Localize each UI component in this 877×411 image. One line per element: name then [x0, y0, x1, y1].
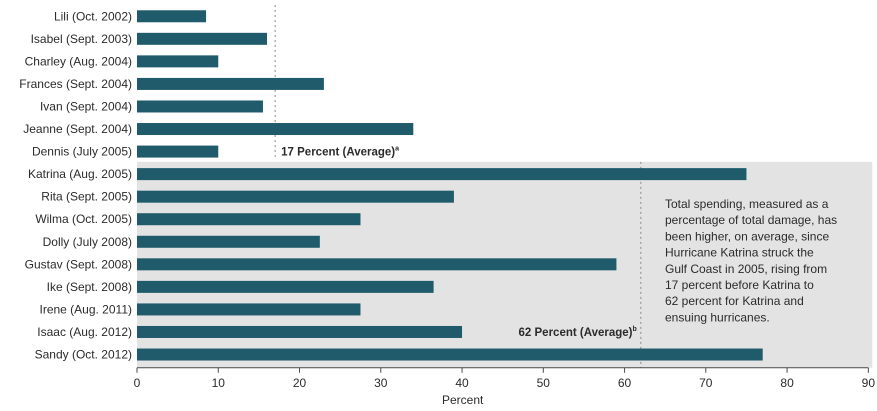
average-label-pre-katrina: 17 Percent (Average)a	[281, 146, 399, 159]
bar	[137, 168, 747, 181]
average-label-text: 17 Percent (Average)	[281, 147, 395, 159]
annotation-note: Total spending, measured as a percentage …	[665, 197, 837, 324]
bars	[137, 10, 763, 361]
annotation-line: percentage of total damage, has	[665, 213, 837, 227]
category-label: Katrina (Aug. 2005)	[28, 167, 132, 181]
x-tick-label: 80	[780, 376, 794, 390]
category-label: Gustav (Sept. 2008)	[25, 257, 132, 271]
bar	[137, 123, 414, 136]
annotation-line: Hurricane Katrina struck the	[665, 246, 814, 260]
category-label: Isabel (Sept. 2003)	[31, 32, 132, 46]
annotation-line: been higher, on average, since	[665, 229, 829, 243]
average-label-post-katrina: 62 Percent (Average)b	[519, 326, 637, 339]
category-label: Ike (Sept. 2008)	[47, 280, 132, 294]
bar	[137, 348, 763, 361]
bar	[137, 10, 207, 23]
category-label: Dennis (July 2005)	[32, 145, 132, 159]
x-axis-title: Percent	[442, 393, 484, 407]
category-label: Charley (Aug. 2004)	[25, 54, 132, 68]
x-tick-label: 70	[699, 376, 713, 390]
category-label: Frances (Sept. 2004)	[19, 77, 132, 91]
x-tick-label: 10	[212, 376, 226, 390]
average-label-footnote: a	[395, 146, 399, 153]
annotation-line: 17 percent before Katrina to	[665, 278, 814, 292]
category-label: Wilma (Oct. 2005)	[35, 212, 132, 226]
bar	[137, 77, 324, 90]
category-label: Lili (Oct. 2002)	[54, 9, 132, 23]
bar	[137, 32, 268, 45]
bar	[137, 325, 463, 338]
annotation-line: Total spending, measured as a	[665, 197, 829, 211]
bar	[137, 213, 361, 226]
x-tick-label: 30	[374, 376, 388, 390]
x-tick-label: 20	[293, 376, 307, 390]
bar	[137, 258, 617, 271]
bar	[137, 303, 361, 316]
x-axis-ticks: 0 10 20 30 40 50 60 70 80 90	[134, 367, 876, 390]
annotation-line: ensuing hurricanes.	[665, 310, 770, 324]
bar	[137, 280, 434, 293]
bar	[137, 100, 263, 113]
annotation-line: 62 percent for Katrina and	[665, 294, 804, 308]
x-tick-label: 0	[134, 376, 141, 390]
category-label: Jeanne (Sept. 2004)	[23, 122, 132, 136]
bar	[137, 145, 219, 158]
x-tick-label: 40	[455, 376, 469, 390]
x-tick-label: 50	[537, 376, 551, 390]
category-label: Dolly (July 2008)	[43, 235, 132, 249]
bar	[137, 235, 320, 248]
category-label: Rita (Sept. 2005)	[41, 190, 132, 204]
average-label-text: 62 Percent (Average)	[519, 327, 633, 339]
bar	[137, 190, 454, 203]
category-label: Sandy (Oct. 2012)	[35, 348, 132, 362]
category-labels: Lili (Oct. 2002) Isabel (Sept. 2003) Charl…	[19, 9, 132, 361]
x-tick-label: 90	[862, 376, 876, 390]
category-label: Isaac (Aug. 2012)	[37, 325, 132, 339]
category-label: Irene (Aug. 2011)	[39, 302, 132, 316]
annotation-line: Gulf Coast in 2005, rising from	[665, 262, 827, 276]
x-tick-label: 60	[618, 376, 632, 390]
bar	[137, 55, 219, 68]
average-label-footnote: b	[633, 326, 637, 333]
category-label: Ivan (Sept. 2004)	[40, 99, 132, 113]
